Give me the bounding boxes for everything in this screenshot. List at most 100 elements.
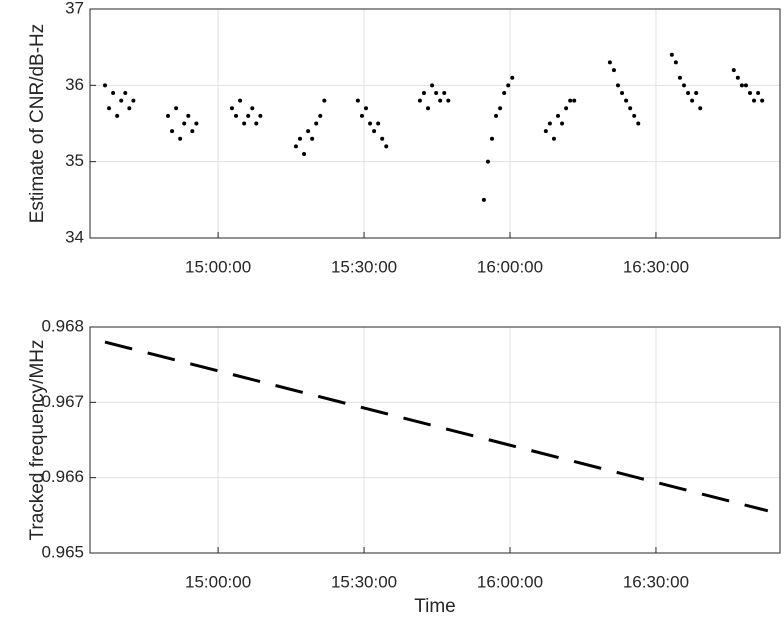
data-point — [498, 106, 503, 111]
data-point — [234, 113, 239, 118]
data-point — [250, 106, 255, 111]
data-point — [384, 144, 389, 149]
data-point — [669, 52, 674, 57]
y-tick-label: 35 — [65, 151, 84, 170]
data-point — [677, 75, 682, 80]
data-point — [421, 90, 426, 95]
data-point — [380, 136, 385, 141]
data-point — [568, 98, 573, 103]
y-tick-label: 0.965 — [41, 542, 84, 561]
data-point — [258, 113, 263, 118]
data-point — [182, 121, 187, 126]
data-point — [481, 197, 486, 202]
data-point — [438, 98, 443, 103]
data-point — [434, 90, 439, 95]
axes-frame — [89, 8, 781, 239]
data-point — [620, 90, 625, 95]
data-point — [748, 90, 752, 95]
x-tick-label: 16:00:00 — [477, 257, 543, 276]
x-tick-label: 16:30:00 — [623, 572, 689, 591]
data-point — [190, 129, 195, 134]
x-tick-label: 15:00:00 — [185, 257, 251, 276]
data-point — [111, 90, 116, 95]
data-point — [611, 68, 616, 73]
data-point — [302, 152, 307, 157]
data-point — [123, 90, 128, 95]
data-point — [543, 129, 548, 134]
data-point — [502, 90, 507, 95]
data-point — [131, 98, 136, 103]
data-point — [760, 98, 765, 103]
data-point — [510, 75, 515, 80]
data-point — [314, 121, 319, 126]
data-point — [442, 90, 447, 95]
data-point — [616, 83, 620, 88]
data-point — [186, 113, 191, 118]
data-point — [298, 136, 302, 141]
y-tick-label: 0.966 — [41, 467, 84, 486]
data-point — [246, 113, 251, 118]
data-point — [494, 113, 499, 118]
x-tick-label: 16:30:00 — [623, 257, 689, 276]
data-point — [166, 113, 170, 118]
data-point — [551, 136, 556, 141]
data-point — [430, 83, 435, 88]
data-point — [293, 144, 298, 149]
data-point — [178, 136, 183, 141]
axes-frame — [89, 326, 781, 554]
plot-area — [90, 327, 780, 553]
data-line — [104, 340, 769, 513]
data-point — [376, 121, 381, 126]
data-point — [564, 106, 569, 111]
data-point — [506, 83, 511, 88]
data-point — [624, 98, 629, 103]
data-point — [115, 113, 120, 118]
y-tick-label: 37 — [65, 0, 84, 17]
data-point — [170, 129, 175, 134]
data-point — [485, 159, 490, 164]
data-point — [426, 106, 431, 111]
data-point — [368, 121, 373, 126]
data-point — [636, 121, 641, 126]
data-point — [560, 121, 565, 126]
data-point — [752, 98, 757, 103]
data-point — [229, 106, 234, 111]
data-point — [310, 136, 315, 141]
data-point — [103, 83, 107, 88]
data-point — [690, 98, 695, 103]
data-point — [127, 106, 132, 111]
data-point — [174, 106, 179, 111]
data-point — [254, 121, 259, 126]
data-point — [119, 98, 124, 103]
data-point — [682, 83, 686, 88]
y-tick-label: 36 — [65, 75, 84, 94]
plot-area — [90, 9, 780, 238]
data-point — [372, 129, 377, 134]
data-point — [673, 60, 678, 65]
data-point — [242, 121, 247, 126]
x-tick-label: 15:30:00 — [331, 572, 397, 591]
data-point — [756, 90, 761, 95]
data-point — [607, 60, 612, 65]
y-axis-label: Estimate of CNR/dB-Hz — [27, 24, 48, 224]
data-point — [107, 106, 112, 111]
data-point — [417, 98, 422, 103]
y-tick-label: 34 — [65, 227, 84, 246]
data-point — [322, 98, 327, 103]
data-point — [632, 113, 637, 118]
data-point — [686, 90, 691, 95]
data-point — [739, 83, 744, 88]
data-point — [490, 136, 494, 141]
data-point — [556, 113, 560, 118]
x-tick-label: 16:00:00 — [477, 572, 543, 591]
x-tick-label: 15:30:00 — [331, 257, 397, 276]
data-point — [306, 129, 311, 134]
data-point — [743, 83, 748, 88]
data-point — [694, 90, 699, 95]
data-point — [698, 106, 703, 111]
data-point — [735, 75, 740, 80]
data-point — [194, 121, 199, 126]
data-point — [731, 68, 736, 73]
x-tick-label: 15:00:00 — [185, 572, 251, 591]
